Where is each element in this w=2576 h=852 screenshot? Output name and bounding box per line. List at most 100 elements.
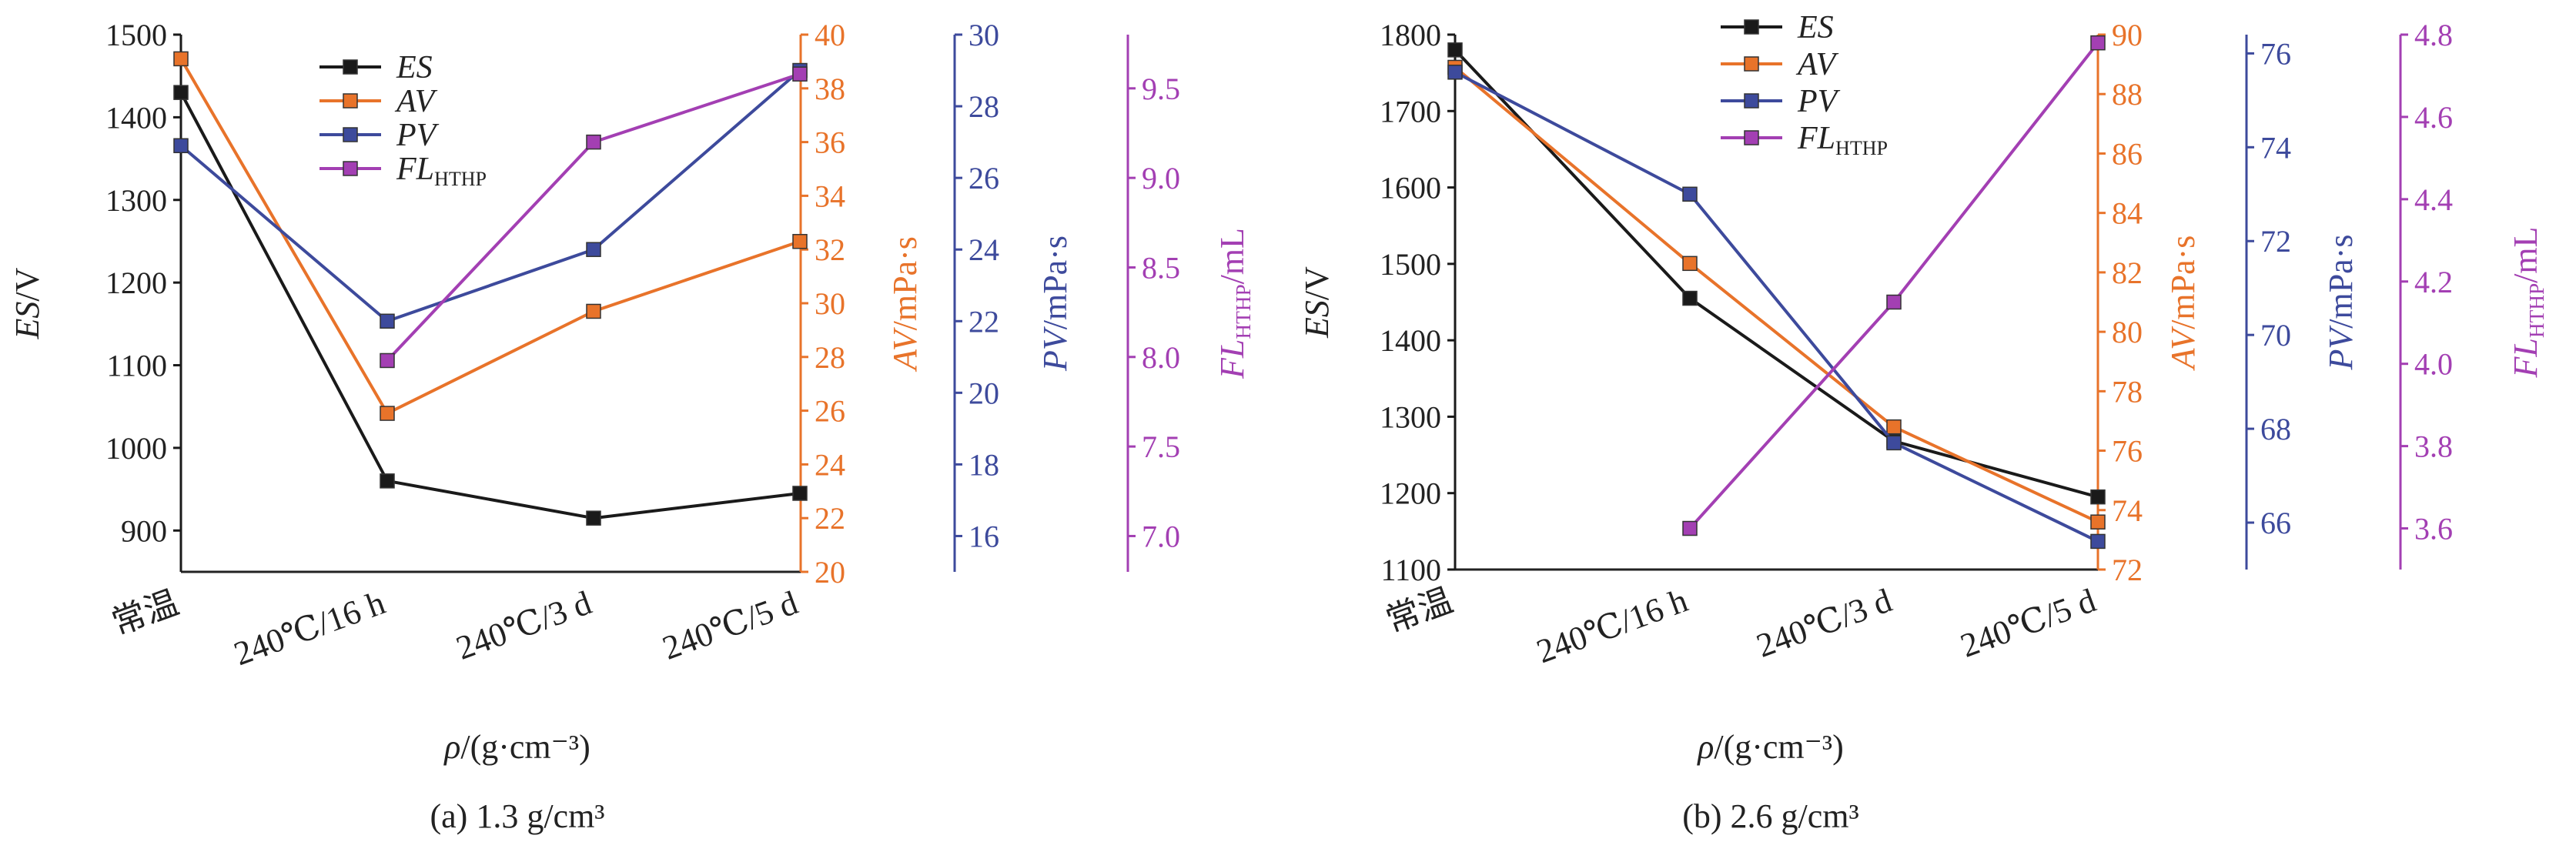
- tick-label-fl: 9.0: [1142, 161, 1180, 195]
- category-label: 常温: [107, 583, 183, 642]
- tick-label-pv: 66: [2260, 506, 2291, 540]
- tick-label-fl: 4.2: [2414, 265, 2453, 299]
- data-point-fl-hthp: [380, 352, 395, 369]
- category-label: 240℃/5 d: [657, 583, 802, 667]
- axis-title-pv: PV/mPa·s: [2322, 235, 2360, 371]
- axis-title-av: AV/mPa·s: [2164, 236, 2202, 372]
- legend-label: ES: [396, 50, 433, 85]
- legend-marker: [1744, 56, 1759, 72]
- tick-label-av: 34: [815, 179, 845, 213]
- tick-label-es: 1400: [105, 100, 167, 135]
- data-point-av: [380, 406, 395, 421]
- legend-label: ES: [1797, 10, 1834, 45]
- axis-title-es: ES/V: [8, 267, 46, 339]
- category-label: 240℃/16 h: [229, 583, 390, 673]
- tick-label-av: 36: [815, 125, 845, 160]
- tick-label-fl: 8.5: [1142, 250, 1180, 285]
- tick-label-es: 1500: [1380, 247, 1441, 282]
- chart-panel-b: 1100 1200 1300 1400 1500 1600 1700 1800 ES/V 72 74…: [1298, 10, 2548, 835]
- tick-label-fl: 9.5: [1142, 72, 1180, 106]
- tick-label-es: 1200: [1380, 476, 1441, 511]
- category-label: 240℃/3 d: [451, 583, 596, 667]
- tick-label-av: 72: [2112, 553, 2143, 587]
- tick-label-es: 1100: [1380, 553, 1441, 587]
- tick-label-fl: 4.6: [2414, 100, 2453, 135]
- data-point-pv: [380, 313, 395, 329]
- tick-label-es: 1100: [106, 349, 167, 383]
- tick-label-av: 22: [815, 501, 845, 536]
- tick-label-av: 78: [2112, 374, 2143, 409]
- data-point-fl-hthp: [2090, 35, 2106, 51]
- series-line-pv: [179, 69, 801, 323]
- tick-label-fl: 4.0: [2414, 347, 2453, 382]
- legend-label: AV: [1795, 47, 1839, 82]
- legend-marker: [343, 93, 358, 109]
- tick-label-av: 76: [2112, 434, 2143, 469]
- tick-label-av: 82: [2112, 256, 2143, 290]
- axis-title-pv: PV/mPa·s: [1036, 236, 1074, 372]
- data-point-pv: [173, 138, 189, 154]
- tick-label-av: 24: [815, 447, 845, 482]
- legend-marker: [1744, 130, 1759, 145]
- axis-title-av: AV/mPa·s: [886, 236, 924, 373]
- tick-label-pv: 24: [969, 232, 999, 267]
- series-line-es: [179, 92, 801, 520]
- tick-label-fl: 7.5: [1142, 429, 1180, 464]
- data-point-es: [173, 85, 189, 100]
- tick-label-es: 1300: [105, 183, 167, 218]
- axis-title-fl: FLHTHP/mL: [2507, 227, 2548, 379]
- category-label: 240℃/5 d: [1955, 581, 2100, 664]
- data-point-av: [586, 303, 601, 319]
- tick-label-av: 86: [2112, 136, 2143, 171]
- data-point-es: [792, 486, 808, 501]
- data-point-pv: [586, 242, 601, 257]
- tick-label-es: 1800: [1380, 18, 1441, 52]
- legend-marker: [343, 127, 358, 142]
- tick-label-pv: 70: [2260, 318, 2291, 352]
- data-point-es: [586, 510, 601, 526]
- tick-label-av: 90: [2112, 18, 2143, 52]
- tick-label-pv: 22: [969, 304, 999, 339]
- data-point-fl-hthp: [586, 134, 601, 150]
- data-point-pv: [2090, 533, 2106, 550]
- tick-label-av: 88: [2112, 77, 2143, 112]
- legend-marker: [1744, 93, 1759, 109]
- legend-label: AV: [394, 84, 438, 119]
- tick-label-es: 1700: [1380, 94, 1441, 129]
- axis-title-fl: FLHTHP/mL: [1213, 228, 1255, 379]
- chart-panel-a: 900 1000 1100 1200 1300 1400 1500 ES/V 20 22 24 26 2…: [8, 18, 1255, 835]
- tick-label-fl: 3.8: [2414, 429, 2453, 464]
- tick-label-pv: 28: [969, 89, 999, 124]
- data-point-av: [2090, 514, 2106, 530]
- series-line-av: [1454, 65, 2099, 524]
- tick-label-es: 1300: [1380, 399, 1441, 434]
- tick-label-pv: 20: [969, 376, 999, 410]
- panel-caption: (b) 2.6 g/cm³: [1682, 797, 1858, 835]
- tick-label-fl: 4.4: [2414, 182, 2453, 217]
- data-point-av: [1682, 256, 1698, 272]
- series-line-av: [179, 58, 801, 416]
- tick-label-es: 1000: [105, 431, 167, 466]
- tick-label-pv: 72: [2260, 224, 2291, 259]
- category-label: 240℃/16 h: [1532, 581, 1693, 670]
- data-point-av: [173, 51, 189, 67]
- tick-label-fl: 8.0: [1142, 340, 1180, 375]
- legend-marker: [343, 161, 358, 176]
- panel-caption: (a) 1.3 g/cm³: [430, 797, 604, 835]
- tick-label-pv: 30: [969, 18, 999, 52]
- tick-label-fl: 4.8: [2414, 18, 2453, 52]
- legend-marker: [1744, 19, 1759, 35]
- category-label: 240℃/3 d: [1751, 581, 1896, 664]
- tick-label-fl: 7.0: [1142, 519, 1180, 553]
- tick-label-av: 26: [815, 394, 845, 429]
- legend-label: FLHTHP: [1797, 121, 1888, 159]
- data-point-pv: [1682, 186, 1698, 202]
- tick-label-av: 40: [815, 18, 845, 52]
- category-label: 常温: [1381, 581, 1457, 640]
- data-point-pv: [1447, 65, 1463, 80]
- tick-label-pv: 74: [2260, 130, 2291, 165]
- series-line-pv: [1454, 70, 2099, 543]
- data-point-es: [1447, 42, 1463, 58]
- data-point-es: [1682, 290, 1698, 306]
